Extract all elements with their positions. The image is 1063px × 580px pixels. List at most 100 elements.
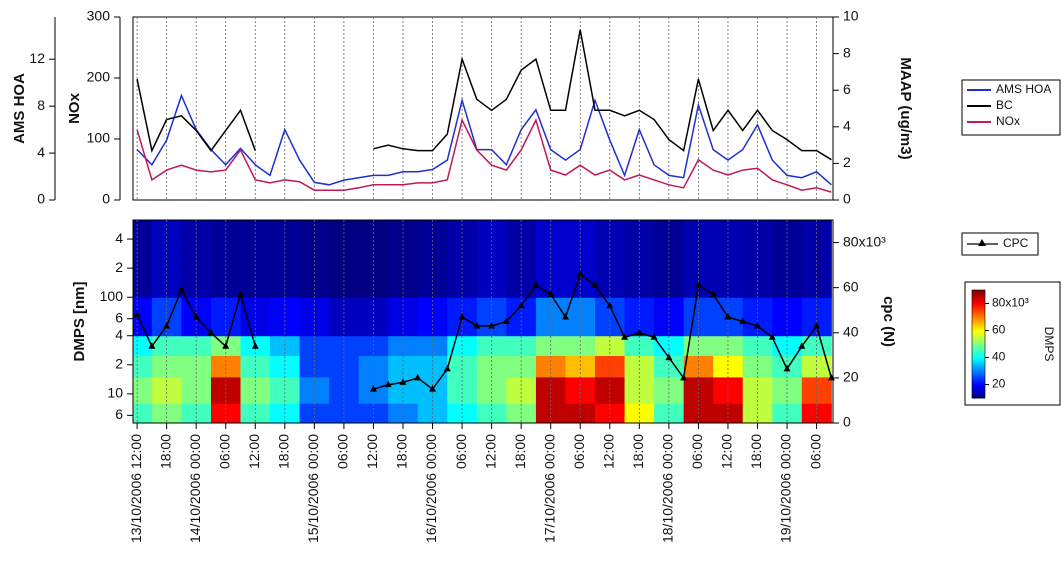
heat-cell bbox=[565, 355, 596, 378]
cpc-marker bbox=[694, 281, 702, 288]
cpc-marker bbox=[133, 310, 141, 318]
heat-cell bbox=[654, 355, 685, 378]
x-tick-label: 18:00 bbox=[394, 434, 410, 469]
heat-cell bbox=[270, 220, 301, 298]
colorbar-segment bbox=[972, 290, 985, 293]
colorbar-segment bbox=[972, 352, 985, 355]
colorbar-segment bbox=[972, 362, 985, 365]
colorbar-segment bbox=[972, 314, 985, 317]
colorbar-tick-label: 60 bbox=[992, 323, 1006, 337]
colorbar-tick-label: 40 bbox=[992, 350, 1006, 364]
cpc-marker bbox=[635, 328, 643, 336]
cpc-marker bbox=[369, 385, 377, 392]
cpc-marker bbox=[192, 312, 200, 320]
heat-cell bbox=[358, 220, 389, 298]
legend-label: NOx bbox=[996, 114, 1020, 128]
series-line bbox=[136, 117, 832, 193]
cpc-marker bbox=[665, 353, 673, 361]
cpc-marker bbox=[488, 322, 496, 329]
cpc-marker bbox=[517, 301, 525, 309]
heat-cell bbox=[299, 220, 330, 298]
cpc-marker bbox=[798, 342, 806, 349]
heat-cell bbox=[447, 355, 478, 378]
heat-cell bbox=[624, 220, 655, 298]
cpc-marker bbox=[414, 373, 422, 381]
x-tick-label: 14/10/2006 00:00 bbox=[187, 434, 203, 543]
y-tick-label: 4 bbox=[115, 230, 123, 246]
colorbar-segment bbox=[972, 372, 985, 375]
heat-cell bbox=[506, 355, 537, 378]
y2-tick-label: 20 bbox=[843, 369, 859, 385]
x-tick-label: 12:00 bbox=[719, 434, 735, 469]
x-tick-label: 18:00 bbox=[276, 434, 292, 469]
heat-cell bbox=[447, 220, 478, 298]
colorbar-segment bbox=[972, 306, 985, 309]
colorbar-segment bbox=[972, 358, 985, 361]
colorbar-segment bbox=[972, 380, 985, 383]
legend-label: CPC bbox=[1003, 236, 1029, 250]
heat-cell bbox=[506, 220, 537, 298]
x-tick-label: 16/10/2006 00:00 bbox=[423, 434, 439, 543]
x-tick-label: 17/10/2006 00:00 bbox=[541, 434, 557, 543]
series-line bbox=[136, 93, 832, 186]
y-tick-label: 12 bbox=[29, 50, 45, 66]
colorbar-segment bbox=[972, 320, 985, 323]
cpc-marker bbox=[237, 290, 245, 297]
heat-cell bbox=[683, 355, 714, 378]
legend-label: AMS HOA bbox=[996, 82, 1051, 96]
y2-tick-label: 2 bbox=[843, 154, 851, 170]
heat-cell bbox=[476, 355, 507, 378]
x-tick-label: 12:00 bbox=[364, 434, 380, 469]
colorbar-segment bbox=[972, 296, 985, 299]
colorbar-segment bbox=[972, 376, 985, 379]
x-tick-label: 13/10/2006 12:00 bbox=[128, 434, 144, 543]
colorbar-segment bbox=[972, 336, 985, 339]
heat-cell bbox=[624, 355, 655, 378]
colorbar-segment bbox=[972, 388, 985, 391]
y3-tick-label: 200 bbox=[87, 69, 111, 85]
colorbar-frame bbox=[971, 289, 986, 399]
cpc-marker bbox=[680, 373, 688, 381]
y-tick-label: 4 bbox=[115, 326, 123, 342]
heat-cell bbox=[133, 403, 153, 423]
x-tick-label: 18:00 bbox=[157, 434, 173, 469]
colorbar-segment bbox=[972, 292, 985, 295]
heat-cell bbox=[240, 355, 271, 378]
colorbar-segment bbox=[972, 334, 985, 337]
heat-cell bbox=[210, 220, 242, 298]
y-tick-label: 8 bbox=[37, 97, 45, 113]
x-tick-label: 18:00 bbox=[630, 434, 646, 469]
colorbar-segment bbox=[972, 340, 985, 343]
x-tick-label: 18/10/2006 00:00 bbox=[660, 434, 676, 543]
colorbar-segment bbox=[972, 326, 985, 329]
cpc-marker bbox=[813, 322, 821, 329]
heat-cell bbox=[133, 335, 153, 356]
y-tick-label: 0 bbox=[37, 191, 45, 207]
y-tick-label: 2 bbox=[115, 259, 123, 275]
heat-cell bbox=[742, 355, 773, 378]
cpc-marker bbox=[443, 364, 451, 372]
heat-cell bbox=[133, 297, 153, 337]
heat-cell bbox=[535, 355, 566, 378]
cpc-marker bbox=[163, 322, 171, 329]
x-tick-label: 06:00 bbox=[571, 434, 587, 469]
heat-cell bbox=[151, 220, 182, 298]
heat-cell bbox=[388, 355, 419, 378]
x-tick-label: 06:00 bbox=[335, 434, 351, 469]
cpc-marker bbox=[207, 328, 215, 336]
heat-cell bbox=[210, 355, 242, 378]
y3-tick-label: 300 bbox=[87, 8, 111, 24]
y-tick-label: 4 bbox=[37, 144, 45, 160]
colorbar-segment bbox=[972, 386, 985, 389]
legend-marker bbox=[978, 239, 986, 246]
colorbar-segment bbox=[972, 368, 985, 371]
heat-cell bbox=[329, 355, 360, 378]
x-tick-label: 06:00 bbox=[453, 434, 469, 469]
x-tick-label: 19/10/2006 00:00 bbox=[778, 434, 794, 543]
colorbar-segment bbox=[972, 302, 985, 305]
colorbar-segment bbox=[972, 342, 985, 345]
colorbar-segment bbox=[972, 308, 985, 311]
y2-tick-label: 80x10³ bbox=[843, 233, 886, 249]
y2-tick-label: 6 bbox=[843, 81, 851, 97]
colorbar-segment bbox=[972, 364, 985, 367]
